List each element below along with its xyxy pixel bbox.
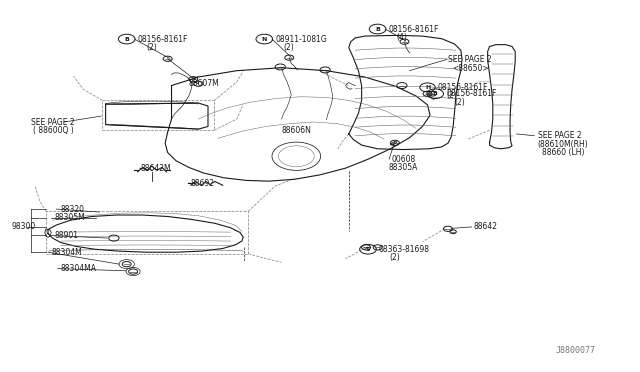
Text: B: B [433,91,438,96]
Text: 88660 (LH): 88660 (LH) [542,148,584,157]
Text: (2): (2) [146,43,157,52]
Text: 98300: 98300 [12,222,36,231]
Text: (4): (4) [397,33,408,42]
Text: 88320: 88320 [60,205,84,214]
Text: H: H [425,85,430,90]
Text: ( 88600Q ): ( 88600Q ) [33,126,74,135]
Text: B: B [375,26,380,32]
Text: (2): (2) [446,92,457,100]
Text: J8800077: J8800077 [556,346,595,355]
Text: 88901: 88901 [54,231,79,240]
Text: 08911-1081G: 08911-1081G [275,35,327,44]
Text: 88305M: 88305M [54,213,85,222]
Text: 00608: 00608 [392,155,416,164]
Text: 08156-8161F: 08156-8161F [438,83,488,92]
Text: 88642M: 88642M [141,164,172,173]
Text: 08363-81698: 08363-81698 [379,245,430,254]
Text: (2): (2) [389,253,400,262]
Text: 08156-8161F: 08156-8161F [138,35,188,44]
Text: 88304MA: 88304MA [61,264,97,273]
Text: 88692: 88692 [191,179,215,187]
Text: SEE PAGE 2: SEE PAGE 2 [31,118,74,126]
Text: N: N [262,36,267,42]
Text: SEE PAGE 2: SEE PAGE 2 [538,131,581,140]
Text: 88607M: 88607M [189,79,220,88]
Text: (2): (2) [284,43,294,52]
Text: (88610M(RH): (88610M(RH) [538,140,588,149]
Text: (2): (2) [454,98,465,107]
Text: 88606N: 88606N [282,126,312,135]
Text: 08156-8161F: 08156-8161F [446,89,497,98]
Text: 88642: 88642 [474,222,498,231]
Text: 88304M: 88304M [51,248,82,257]
Text: <88650>: <88650> [452,64,489,73]
Text: B: B [124,36,129,42]
Text: 08156-8161F: 08156-8161F [388,25,439,33]
Text: 88305A: 88305A [388,163,418,172]
Text: S: S [365,247,371,252]
Text: SEE PAGE 2: SEE PAGE 2 [448,55,492,64]
